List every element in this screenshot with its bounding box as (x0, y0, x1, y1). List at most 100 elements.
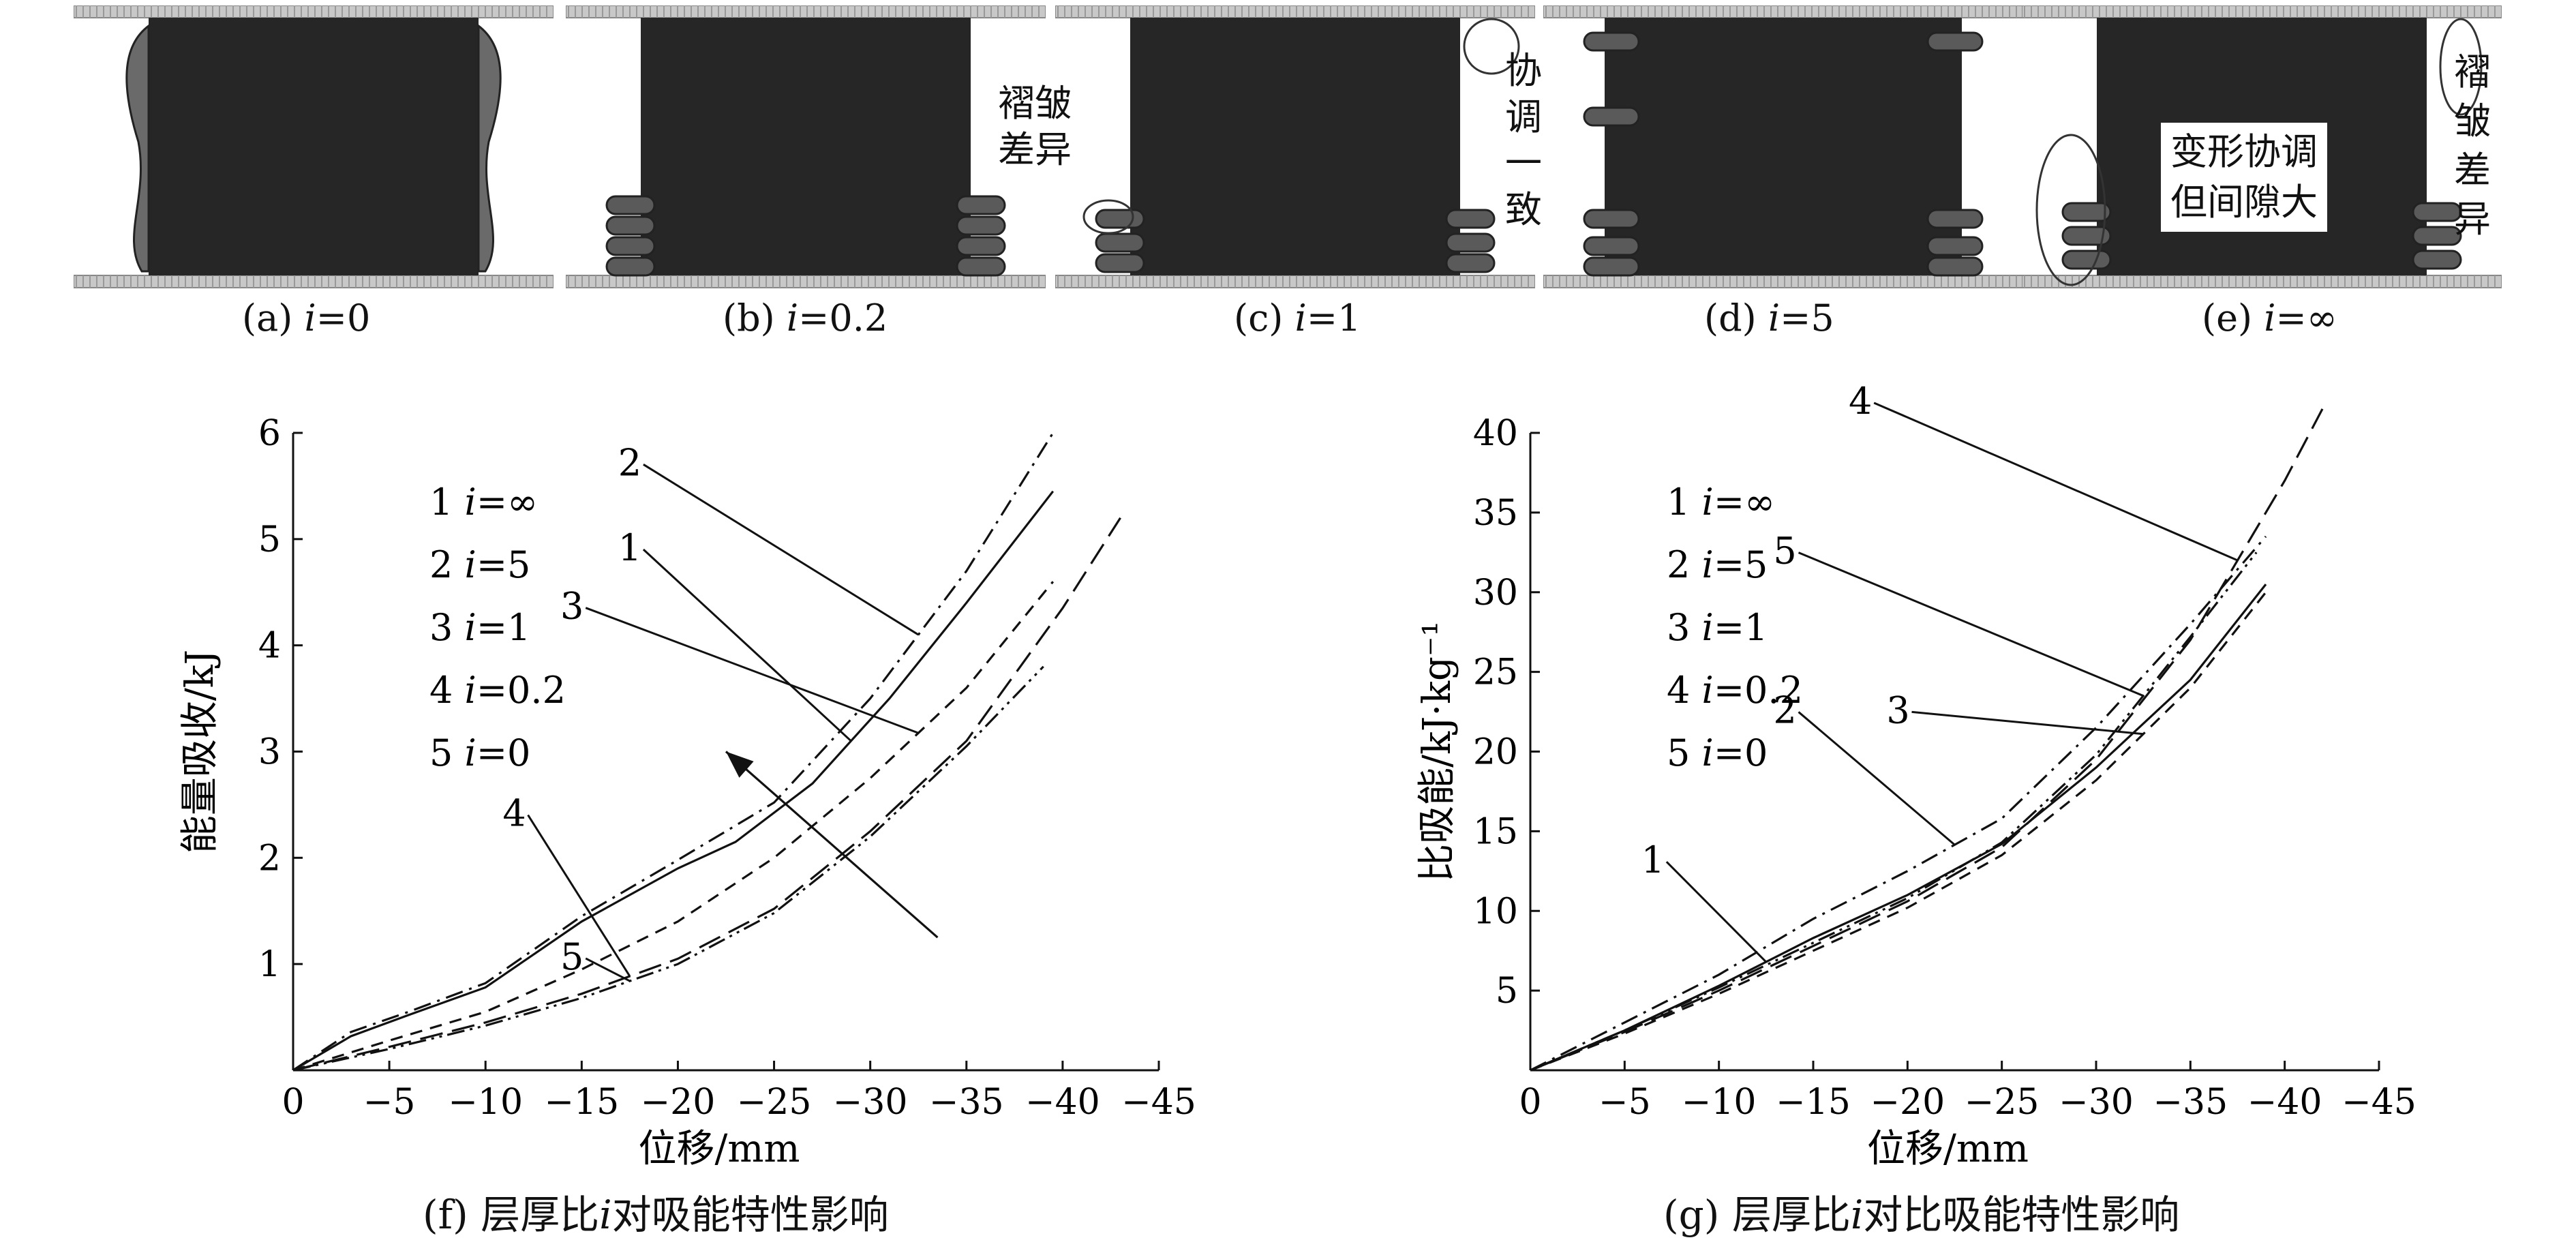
panel-caption-label: (b) (723, 297, 787, 339)
bumper-body (641, 18, 971, 275)
y-tick-label: 5 (1496, 971, 1518, 1012)
panel-caption-var: i (304, 297, 316, 339)
fold-ring (1445, 253, 1496, 273)
fold-ring (956, 215, 1006, 236)
legend-entry: 5 i=0 (429, 731, 530, 774)
fold-ring (1095, 253, 1145, 273)
x-tick-label: 0 (282, 1082, 304, 1123)
compression-plate (566, 275, 1046, 288)
fold-ring (1095, 209, 1145, 229)
sim-panel-d (1543, 5, 2023, 292)
curve-label: 4 (502, 792, 526, 835)
curve-label-leader (1873, 402, 2239, 562)
x-tick-label: −10 (448, 1082, 523, 1123)
y-tick-label: 15 (1473, 811, 1518, 852)
fold-ring (1583, 236, 1640, 256)
compression-plate (1543, 275, 2023, 288)
series-line-1 (1530, 584, 2267, 1072)
sim-image (1055, 5, 1535, 288)
y-tick-label: 20 (1473, 732, 1518, 773)
fold-ring (956, 236, 1006, 256)
x-tick-label: −10 (1682, 1082, 1757, 1123)
fold-ring (605, 236, 656, 256)
panel-caption-value: =5 (1780, 297, 1834, 339)
panel-caption-value: =0.2 (798, 297, 888, 339)
panel-caption-d: (d) i=5 (1704, 297, 1834, 339)
panel-caption-value: =1 (1306, 297, 1361, 339)
x-axis-label: 位移/mm (638, 1127, 800, 1171)
legend-entry: 1 i=∞ (429, 481, 538, 524)
fold-ring (1926, 236, 1984, 256)
series-line-1 (292, 490, 1055, 1072)
curve-label-leader (585, 957, 631, 982)
y-tick-label: 6 (258, 413, 281, 454)
fold-ring (605, 215, 656, 236)
fold-ring (1445, 209, 1496, 229)
x-tick-label: −25 (1965, 1082, 2040, 1123)
bumper-body (149, 18, 479, 275)
x-tick-label: −40 (1025, 1082, 1100, 1123)
fold-ring (2061, 202, 2112, 222)
sim-panel-b (566, 5, 1046, 292)
curve-label: 3 (560, 585, 584, 628)
caption-g: (g) 层厚比i对比吸能特性影响 (1663, 1192, 2180, 1238)
curve-label: 1 (618, 526, 641, 569)
y-tick-label: 3 (258, 732, 281, 773)
y-axis-label: 比吸能/kJ·kg⁻¹ (1415, 621, 1459, 882)
sim-image (1543, 5, 2023, 288)
x-axis-label: 位移/mm (1867, 1127, 2029, 1171)
compression-plate (2022, 275, 2502, 288)
fold-ring (956, 195, 1006, 215)
series-line-2 (1530, 535, 2267, 1072)
curve-label-leader (527, 814, 631, 977)
x-tick-label: −15 (1776, 1082, 1851, 1123)
sim-panel-c (1055, 5, 1535, 292)
panel-caption-label: (d) (1704, 297, 1768, 339)
x-tick-label: −35 (929, 1082, 1004, 1123)
fold-ring (2061, 249, 2112, 270)
fold-ring (1926, 209, 1984, 229)
curve-label-leader (642, 548, 852, 742)
x-tick-label: 0 (1519, 1082, 1541, 1123)
x-tick-label: −45 (2342, 1082, 2416, 1123)
x-tick-label: −25 (737, 1082, 812, 1123)
compression-plate (74, 275, 554, 288)
panel-caption-label: (c) (1234, 297, 1295, 339)
panel-caption-value: =0 (316, 297, 371, 339)
curve-label-leader (1665, 861, 1767, 963)
legend-entry: 4 i=0.2 (1667, 669, 1803, 712)
curve-label: 1 (1641, 838, 1665, 881)
annotation-coordinated-c: 协 调 一 致 (1505, 49, 1542, 231)
sim-image (566, 5, 1046, 288)
y-tick-label: 25 (1473, 652, 1518, 693)
legend-entry: 2 i=5 (429, 543, 530, 586)
series-line-3 (292, 581, 1055, 1072)
bumper-body (1130, 18, 1460, 275)
fold-ring (1926, 256, 1984, 277)
charts-svg: 0 −5 −10 −15 −20 −25 −30 −35 −40 −45 1 2 3 4 5 6 位移/mm 能量… (178, 380, 2416, 1171)
curve-label: 3 (1886, 689, 1909, 731)
fold-ring (2412, 249, 2462, 270)
curve-label-leader (585, 607, 919, 734)
series-line-5 (292, 665, 1044, 1072)
sim-image (74, 5, 554, 288)
curve-label: 4 (1849, 380, 1872, 423)
bumper-body (1605, 18, 1962, 275)
legend-entry: 5 i=0 (1667, 731, 1768, 774)
y-tick-label: 2 (258, 838, 281, 879)
fold-ring (605, 195, 656, 215)
caption-f: (f) 层厚比i对吸能特性影响 (423, 1192, 889, 1238)
y-axis-label: 能量吸收/kJ (178, 650, 222, 853)
compression-plate (74, 5, 554, 18)
series-line-4 (1530, 408, 2324, 1072)
compression-plate (1543, 5, 2023, 18)
y-tick-label: 30 (1473, 573, 1518, 614)
panel-caption-var: i (786, 297, 799, 339)
fold-ring (2412, 202, 2462, 222)
panel-caption-e: (e) i=∞ (2202, 297, 2337, 339)
panel-caption-var: i (1294, 297, 1307, 339)
trend-arrow (725, 751, 939, 939)
curve-label-leader (1798, 551, 2144, 697)
x-tick-label: −5 (363, 1082, 416, 1123)
compression-plate (2022, 5, 2502, 18)
